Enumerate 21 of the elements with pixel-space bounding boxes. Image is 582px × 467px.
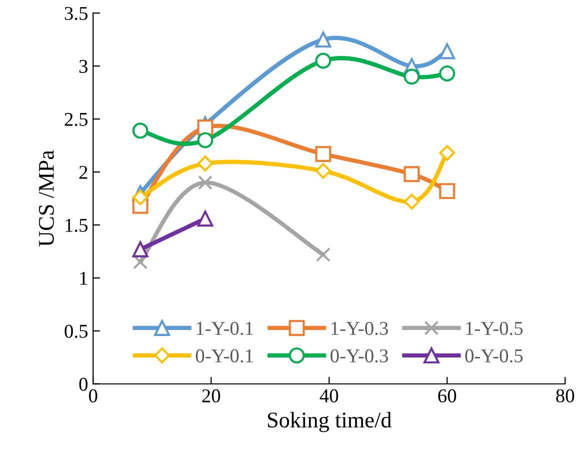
legend-label: 0-Y-0.5	[465, 349, 523, 363]
y-tick-label: 0	[79, 378, 88, 391]
y-tick-label: 2.5	[64, 112, 88, 126]
legend-label: 1-Y-0.1	[196, 322, 253, 336]
x-tick-label: 40	[320, 389, 338, 402]
x-tick-label: 60	[438, 389, 456, 402]
legend-label: 1-Y-0.5	[466, 322, 523, 336]
legend-label: 1-Y-0.3	[332, 322, 388, 336]
x-tick-label: 20	[202, 389, 220, 402]
x-axis-title: Soking time/d	[268, 412, 392, 432]
legend-label: 0-Y-0.1	[196, 349, 253, 363]
y-tick-label: 2	[79, 166, 88, 179]
y-tick-label: 3	[79, 60, 88, 73]
legend-label: 0-Y-0.3	[330, 349, 388, 363]
x-tick-label: 0	[89, 389, 98, 402]
y-axis-title: UCS /MPa	[38, 150, 54, 246]
y-tick-label: 1	[80, 272, 88, 285]
x-tick-label: 80	[556, 389, 574, 402]
y-tick-label: 1.5	[66, 218, 88, 232]
y-tick-label: 0.5	[64, 324, 88, 338]
y-tick-label: 3.5	[64, 6, 88, 20]
